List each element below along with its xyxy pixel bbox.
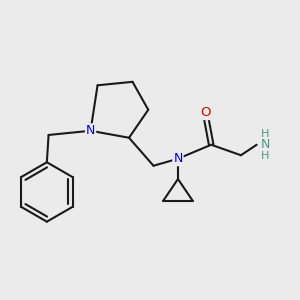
Text: N: N (173, 152, 183, 165)
Text: N: N (261, 138, 270, 151)
Text: N: N (86, 124, 95, 137)
Text: H: H (261, 129, 270, 139)
Text: O: O (201, 106, 211, 119)
Text: H: H (261, 151, 270, 161)
